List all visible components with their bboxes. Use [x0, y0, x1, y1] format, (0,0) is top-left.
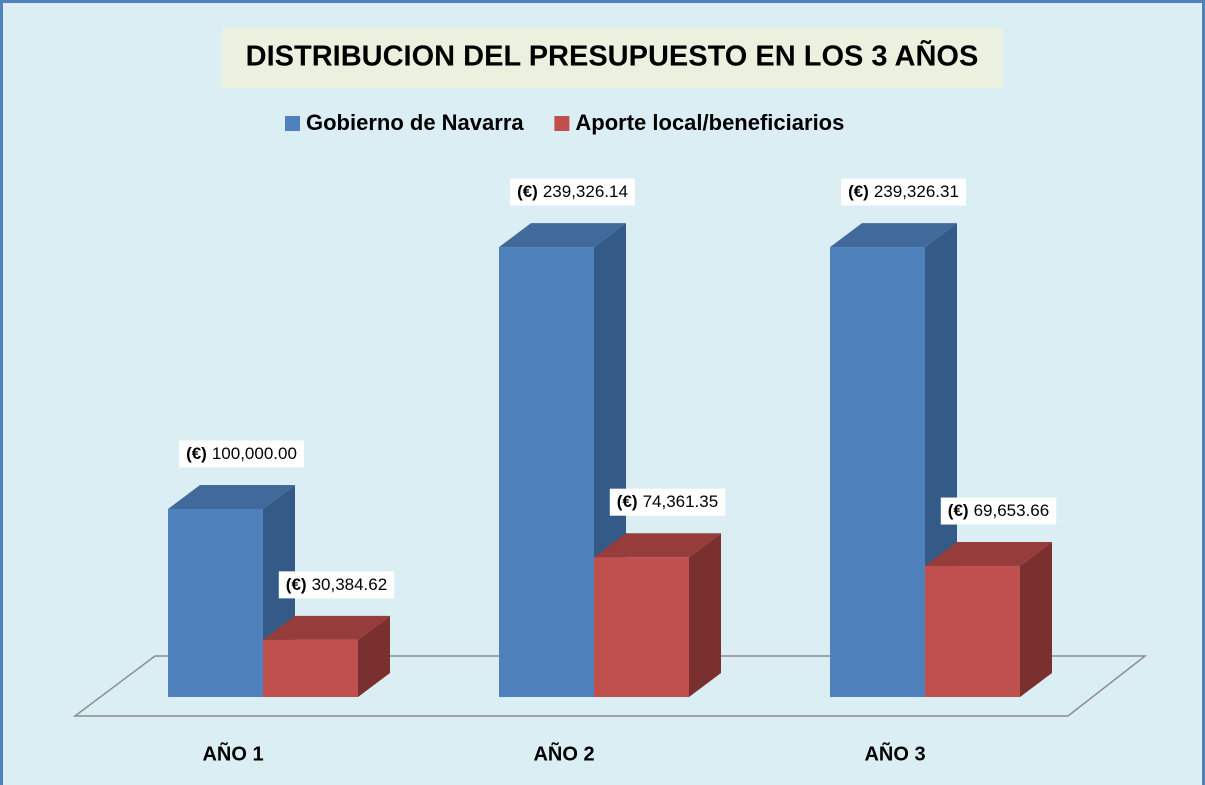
- value-label-box: [510, 178, 635, 206]
- legend-label: Aporte local/beneficiarios: [575, 110, 844, 135]
- value-label-box: [179, 440, 304, 468]
- bar: [168, 509, 263, 697]
- bar-side: [689, 533, 721, 697]
- value-label: (€) 100,000.00: [186, 444, 297, 463]
- value-label: (€) 239,326.14: [517, 183, 628, 202]
- value-label-prefix: (€): [186, 444, 207, 463]
- x-tick-label: AÑO 2: [533, 742, 594, 765]
- bar: [830, 247, 925, 698]
- floor: [72, 655, 1148, 717]
- legend-swatch: [554, 116, 570, 131]
- value-label: (€) 30,384.62: [286, 575, 387, 594]
- value-label-number: 69,653.66: [974, 502, 1050, 521]
- bar-top: [168, 485, 295, 509]
- bar-side: [1020, 542, 1052, 697]
- bar-top: [263, 615, 390, 640]
- value-label-number: 239,326.31: [874, 183, 959, 202]
- value-label-box: [278, 571, 395, 599]
- value-label: (€) 74,361.35: [617, 493, 718, 512]
- value-label: (€) 239,326.31: [848, 183, 959, 202]
- value-label-box: [609, 488, 726, 516]
- title-box: [222, 28, 1003, 88]
- bar-top: [925, 542, 1052, 567]
- value-label-prefix: (€): [286, 575, 307, 594]
- value-label-prefix: (€): [948, 502, 969, 521]
- bar-top: [594, 533, 721, 558]
- value-label-prefix: (€): [617, 493, 638, 512]
- x-tick-label: AÑO 3: [864, 742, 925, 765]
- legend-label: Gobierno de Navarra: [306, 110, 524, 135]
- value-label: (€) 69,653.66: [948, 502, 1049, 521]
- x-tick-label: AÑO 1: [202, 742, 263, 765]
- bar: [263, 639, 358, 697]
- value-label-box: [940, 497, 1057, 525]
- bar-side: [358, 615, 390, 697]
- value-label-prefix: (€): [517, 183, 538, 202]
- bar: [925, 566, 1020, 697]
- value-label-box: [841, 178, 966, 206]
- value-label-number: 30,384.62: [312, 575, 388, 594]
- value-label-number: 74,361.35: [643, 493, 719, 512]
- bar-top: [499, 223, 626, 248]
- chart-title: DISTRIBUCION DEL PRESUPUESTO EN LOS 3 AÑ…: [246, 39, 979, 73]
- legend-swatch: [285, 116, 300, 131]
- bar: [594, 557, 689, 697]
- bar-top: [830, 223, 957, 248]
- value-label-number: 239,326.14: [543, 183, 628, 202]
- value-label-number: 100,000.00: [212, 444, 297, 463]
- bar: [499, 247, 594, 697]
- value-label-prefix: (€): [848, 183, 869, 202]
